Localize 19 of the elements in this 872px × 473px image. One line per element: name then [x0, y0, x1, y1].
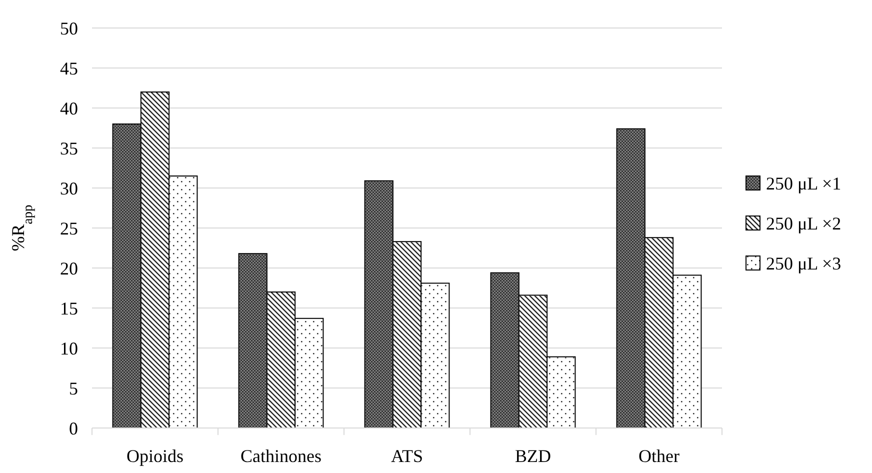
x-tick-label: Opioids	[126, 446, 184, 466]
y-tick-label: 5	[69, 378, 78, 398]
legend-label: 250 μL ×2	[766, 213, 842, 234]
legend-label: 250 μL ×1	[766, 173, 842, 194]
y-tick-label: 40	[60, 98, 78, 118]
y-tick-label: 10	[60, 338, 78, 358]
x-tick-label: Cathinones	[240, 446, 322, 466]
x-tick-label: BZD	[515, 446, 551, 466]
y-tick-label: 45	[60, 58, 78, 78]
y-tick-label: 15	[60, 298, 78, 318]
y-tick-label: 25	[60, 218, 78, 238]
y-tick-label: 35	[60, 138, 78, 158]
y-tick-label: 50	[60, 18, 78, 38]
legend-label: 250 μL ×3	[766, 253, 842, 274]
y-tick-label: 0	[69, 418, 78, 438]
y-tick-label: 20	[60, 258, 78, 278]
x-tick-label: ATS	[390, 446, 424, 466]
x-tick-label: Other	[638, 446, 680, 466]
y-tick-label: 30	[60, 178, 78, 198]
